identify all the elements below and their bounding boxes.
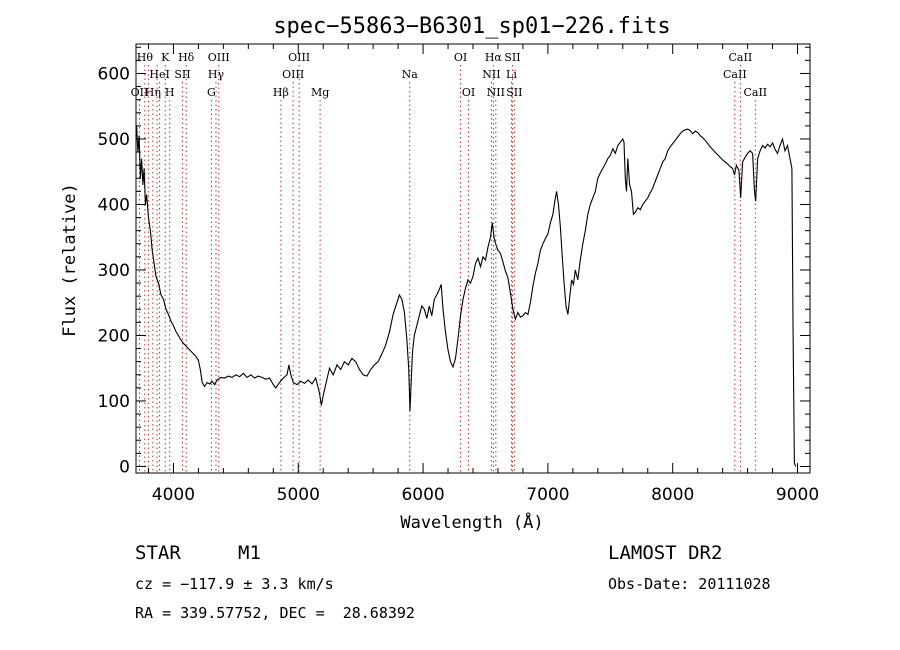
line-marker-label: Hγ [208,68,225,81]
line-marker-label: Hδ [178,51,195,64]
line-marker-label: Hα [485,51,503,64]
x-tick-label: 6000 [401,485,444,505]
emission-line-labels: OII Hθ Hη HeI K H SII Hδ G Hγ OIII Hβ OIII OIII Mg Na OI… [131,51,768,99]
line-marker-label: CaII [729,51,753,64]
x-tick-label: 7000 [526,485,569,505]
line-marker-label: HeI [149,68,169,81]
y-tick-label: 500 [98,130,130,150]
line-marker-label: K [161,51,170,64]
observation-date: Obs-Date: 20111028 [608,575,771,593]
line-marker-label: H [165,86,175,99]
ra-dec-coordinates: RA = 339.57752, DEC = 28.68392 [135,604,415,622]
line-marker-label: Hθ [137,51,154,64]
chart-title: spec−55863−B6301_sp01−226.fits [273,14,670,39]
y-axis: 0 100 200 300 400 500 600 [98,46,810,477]
object-class: STAR [135,542,181,564]
spectrum-line [136,125,797,467]
line-marker-label: NII [482,68,500,81]
line-marker-label: Hβ [273,86,289,99]
line-marker-label: OIII [208,51,230,64]
line-marker-label: OIII [288,51,310,64]
line-marker-label: Li [506,68,517,81]
line-marker-label: SII [504,51,520,64]
plot-frame [135,43,811,474]
y-axis-title: Flux (relative) [60,183,80,337]
x-tick-label: 4000 [152,485,195,505]
redshift-velocity: cz = −117.9 ± 3.3 km/s [135,575,334,593]
x-axis: 4000 5000 6000 7000 8000 9000 [147,44,819,505]
y-tick-label: 300 [98,261,130,281]
y-tick-label: 100 [98,392,130,412]
line-marker-label: OII [131,86,149,99]
line-marker-label: OI [462,86,475,99]
line-marker-label: Na [402,68,419,81]
survey-name: LAMOST DR2 [608,542,723,564]
line-marker-label: OI [454,51,467,64]
line-marker-label: CaII [723,68,747,81]
y-tick-label: 600 [98,64,130,84]
x-axis-title: Wavelength (Å) [400,511,543,533]
y-tick-label: 200 [98,326,130,346]
x-tick-label: 8000 [651,485,694,505]
line-marker-label: G [207,86,216,99]
x-tick-label: 5000 [277,485,320,505]
line-marker-label: OIII [282,68,304,81]
y-tick-label: 400 [98,195,130,215]
emission-line-markers [138,65,756,473]
y-tick-label: 0 [119,457,130,477]
line-marker-label: Hη [145,86,161,99]
line-marker-label: SII [174,68,190,81]
x-tick-label: 9000 [776,485,819,505]
line-marker-label: SII [506,86,522,99]
object-subclass: M1 [238,542,261,564]
line-marker-label: NII [487,86,505,99]
line-marker-label: Mg [311,86,329,99]
line-marker-label: CaII [743,86,767,99]
